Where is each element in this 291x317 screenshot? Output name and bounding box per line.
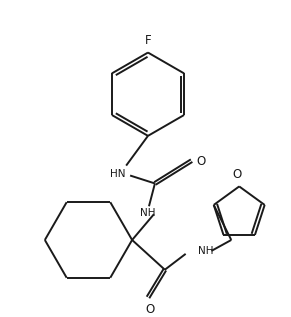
Text: HN: HN [111, 169, 126, 178]
Text: F: F [145, 34, 151, 47]
Text: NH: NH [198, 246, 213, 256]
Text: O: O [233, 168, 242, 181]
Text: NH: NH [140, 208, 156, 218]
Text: O: O [196, 155, 205, 168]
Text: O: O [145, 303, 155, 316]
